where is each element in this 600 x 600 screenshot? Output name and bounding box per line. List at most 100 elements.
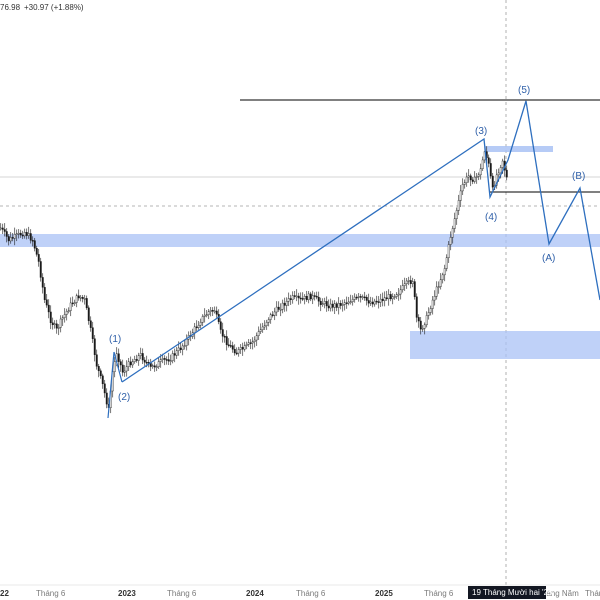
candle-body (347, 301, 350, 304)
candle-body (15, 233, 18, 235)
candle-body (29, 233, 32, 241)
candle-body (355, 296, 358, 299)
candle-body (453, 218, 456, 229)
candle-body (249, 342, 252, 344)
candle-body (67, 310, 70, 312)
candle-body (31, 240, 34, 242)
candle-body (349, 301, 352, 303)
candle-body (213, 310, 216, 313)
candle-body (133, 359, 136, 362)
x-tick-label: 2025 (375, 589, 393, 598)
candle-body (241, 347, 244, 350)
candle-body (95, 354, 98, 367)
candle-body (429, 308, 432, 313)
candle-body (473, 176, 476, 182)
candle-body (181, 345, 184, 350)
candle-body (321, 303, 324, 305)
candle-body (495, 174, 498, 186)
candle-body (45, 299, 48, 306)
candle-body (7, 236, 10, 242)
candle-body (201, 316, 204, 323)
cursor-date-badge (468, 586, 546, 599)
x-tick-label: Tháng 6 (167, 589, 197, 598)
candle-body (1, 227, 4, 230)
candle-body (269, 314, 272, 320)
candle-body (87, 307, 90, 321)
candle-body (447, 244, 450, 258)
candle-body (313, 295, 316, 297)
candle-body (459, 190, 462, 201)
candle-body (179, 347, 182, 350)
candle-body (119, 361, 122, 366)
x-tick-label: Tháng Năm (537, 589, 579, 598)
x-tick-label: 2024 (246, 589, 264, 598)
support-zone-lower (410, 331, 600, 359)
candle-body (399, 289, 402, 295)
candle-body (61, 317, 64, 320)
candle-body (391, 296, 394, 300)
candle-body (381, 298, 384, 301)
candle-body (443, 268, 446, 276)
elliott-wave-line (121, 100, 600, 383)
candle-body (63, 314, 66, 318)
header-change: +30.97 (+1.88%) (24, 3, 84, 12)
candle-body (137, 355, 140, 361)
wave-label-4: (4) (485, 212, 497, 223)
candle-body (379, 298, 382, 303)
candle-body (333, 303, 336, 308)
candle-body (437, 286, 440, 288)
candle-body (3, 229, 6, 232)
candle-body (319, 300, 322, 305)
candle-body (17, 232, 20, 235)
candle-body (275, 306, 278, 313)
candle-body (419, 320, 422, 330)
candle-body (477, 174, 480, 177)
candle-body (231, 345, 234, 350)
candle-body (81, 297, 84, 299)
candle-body (139, 353, 142, 356)
candle-body (197, 324, 200, 328)
candle-body (253, 339, 256, 342)
candle-body (167, 359, 170, 362)
candle-body (499, 167, 502, 174)
candle-body (351, 299, 354, 302)
candle-body (211, 309, 214, 312)
x-tick-label: 2023 (118, 589, 136, 598)
candle-body (57, 327, 60, 329)
candle-body (141, 353, 144, 361)
wave-1-leg (107, 351, 115, 419)
candle-body (433, 296, 436, 301)
candle-body (221, 329, 224, 337)
candle-body (209, 309, 212, 312)
candle-body (367, 300, 370, 304)
candle-body (263, 325, 266, 328)
candle-body (357, 296, 360, 298)
candle-body (489, 163, 492, 177)
candle-body (457, 200, 460, 211)
candle-body (145, 361, 148, 364)
candle-body (173, 353, 176, 356)
candle-body (377, 301, 380, 303)
candle-body (247, 342, 250, 345)
candle-body (423, 324, 426, 329)
candle-body (301, 298, 304, 300)
wave-label-2: (2) (118, 392, 130, 403)
candle-body (49, 311, 52, 324)
candle-body (369, 301, 372, 304)
wave-label-b: (B) (572, 171, 585, 182)
candle-body (359, 296, 362, 298)
candle-body (285, 301, 288, 306)
candle-body (127, 361, 130, 367)
candle-body (471, 179, 474, 182)
candle-body (19, 232, 22, 236)
candle-body (371, 301, 374, 305)
candle-body (491, 175, 494, 188)
header-price: 76.98 (0, 3, 21, 12)
candle-body (151, 365, 154, 367)
candle-body (299, 297, 302, 300)
candle-body (235, 352, 238, 355)
candle-body (375, 300, 378, 303)
cursor-date-label: 19 Tháng Mười hai '25 (472, 588, 553, 597)
candle-body (353, 296, 356, 300)
